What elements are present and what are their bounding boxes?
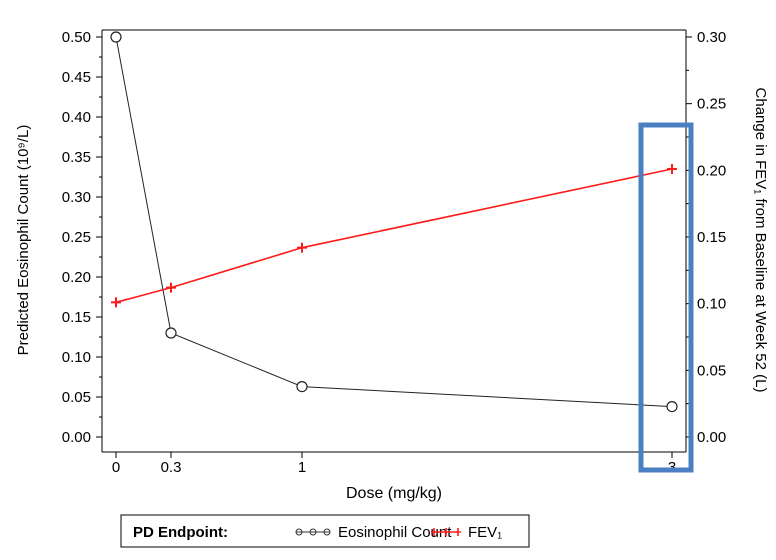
left-tick-label: 0.25 bbox=[62, 229, 91, 246]
eosinophil-point bbox=[296, 381, 308, 393]
legend-eosinophil-marker bbox=[295, 528, 331, 536]
left-tick-label: 0.35 bbox=[62, 149, 91, 166]
right-tick-label: 0.20 bbox=[697, 162, 726, 179]
x-tick-label: 0.3 bbox=[161, 459, 182, 476]
eosinophil-point bbox=[110, 31, 122, 43]
right-tick-label: 0.00 bbox=[697, 429, 726, 446]
right-tick-label: 0.25 bbox=[697, 96, 726, 113]
eosinophil-point bbox=[165, 327, 177, 339]
fev1-series-line bbox=[115, 168, 673, 304]
x-tick-label: 1 bbox=[298, 459, 306, 476]
left-tick-label: 0.00 bbox=[62, 429, 91, 446]
left-tick-label: 0.40 bbox=[62, 109, 91, 126]
left-tick-label: 0.50 bbox=[62, 29, 91, 46]
legend-fev1-label: FEV₁ bbox=[468, 524, 502, 541]
eosinophil-point bbox=[666, 401, 678, 413]
left-axis-ticks: 0.00 0.05 0.10 0.15 0.20 0.25 0.30 0.35 0.40 0.45… bbox=[62, 29, 102, 446]
left-axis-label: Predicted Eosinophil Count (10⁹/L) bbox=[15, 125, 32, 356]
left-tick-label: 0.05 bbox=[62, 389, 91, 406]
legend-box bbox=[120, 514, 530, 548]
legend-fev1-marker bbox=[431, 528, 461, 536]
right-tick-label: 0.15 bbox=[697, 229, 726, 246]
left-tick-label: 0.10 bbox=[62, 349, 91, 366]
left-tick-label: 0.45 bbox=[62, 69, 91, 86]
fev1-series-points bbox=[111, 164, 677, 308]
x-axis-label: Dose (mg/kg) bbox=[346, 485, 442, 502]
eosinophil-series-line bbox=[115, 36, 673, 408]
legend: PD Endpoint: Eosinophil Count FEV₁ bbox=[120, 514, 530, 548]
right-tick-label: 0.10 bbox=[697, 296, 726, 313]
left-tick-label: 0.30 bbox=[62, 189, 91, 206]
left-tick-label: 0.15 bbox=[62, 309, 91, 326]
left-tick-label: 0.20 bbox=[62, 269, 91, 286]
right-tick-label: 0.30 bbox=[697, 29, 726, 46]
right-axis-ticks: 0.00 0.05 0.10 0.15 0.20 0.25 0.30 bbox=[686, 29, 726, 446]
eosinophil-series-points bbox=[110, 31, 678, 413]
legend-title: PD Endpoint: bbox=[133, 524, 228, 541]
right-tick-label: 0.05 bbox=[697, 362, 726, 379]
right-axis-label: Change in FEV₁ from Baseline at Week 52 … bbox=[752, 88, 769, 393]
highlight-rectangle bbox=[638, 122, 694, 473]
legend-eosinophil-label: Eosinophil Count bbox=[338, 524, 452, 541]
x-tick-label: 0 bbox=[112, 459, 120, 476]
